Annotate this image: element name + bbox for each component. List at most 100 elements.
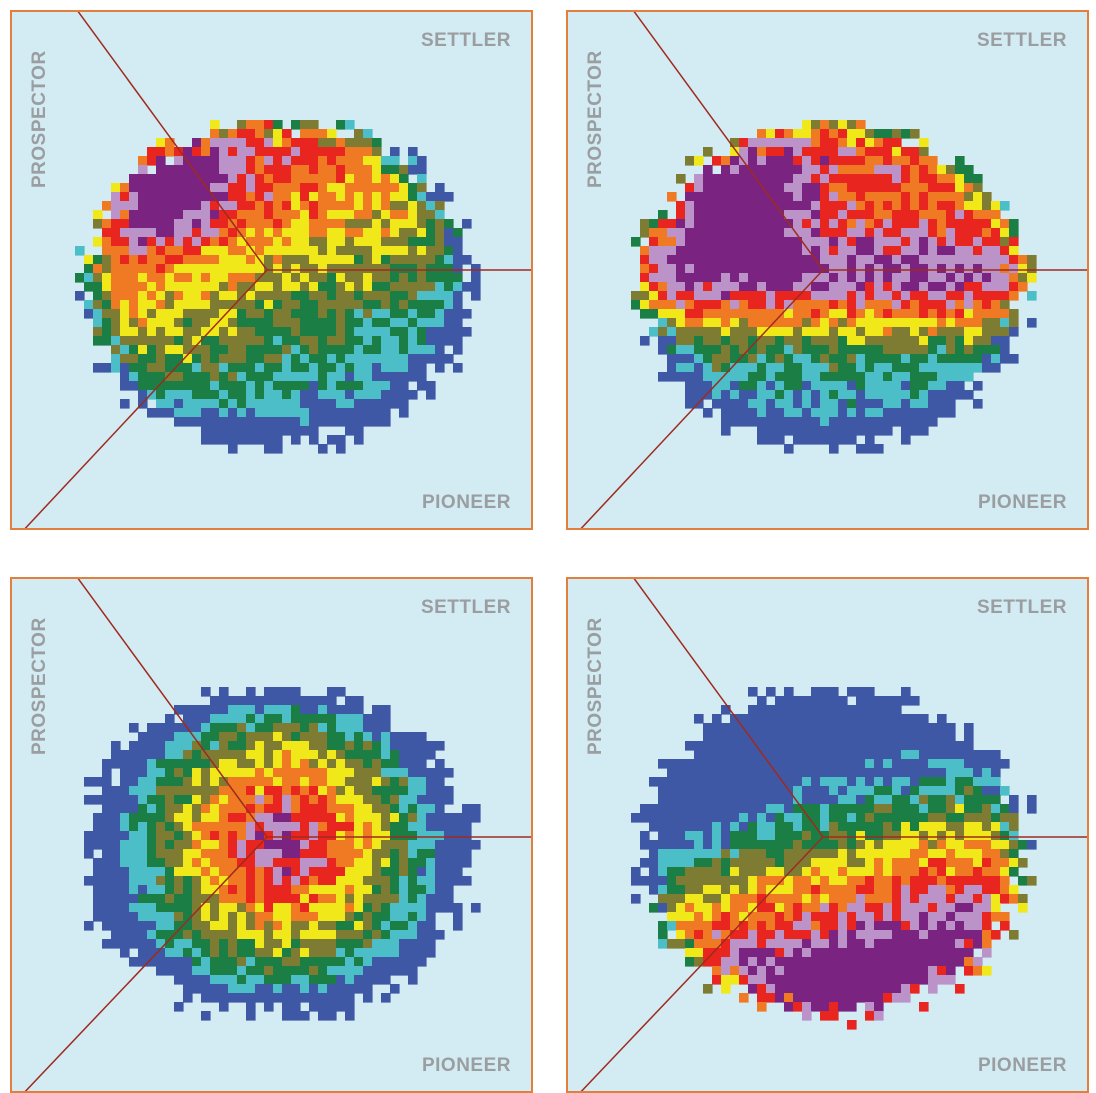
heatmap-cell <box>327 336 337 346</box>
heatmap-cell <box>811 858 821 868</box>
heatmap-cell <box>210 840 220 850</box>
heatmap-cell <box>640 219 650 229</box>
heatmap-cell <box>784 201 794 211</box>
heatmap-cell <box>183 768 193 778</box>
heatmap-cell <box>345 165 355 175</box>
heatmap-cell <box>847 255 857 265</box>
heatmap-cell <box>811 903 821 913</box>
heatmap-cell <box>93 912 103 922</box>
heatmap-cell <box>631 291 641 301</box>
heatmap-cell <box>273 390 283 400</box>
heatmap-cell <box>946 876 956 886</box>
heatmap-cell <box>955 876 965 886</box>
heatmap-cell <box>228 948 238 958</box>
heatmap-cell <box>739 138 749 148</box>
heatmap-cell <box>381 840 391 850</box>
heatmap-cell <box>793 363 803 373</box>
heatmap-cell <box>201 714 211 724</box>
heatmap-cell <box>426 876 436 886</box>
heatmap-cell <box>901 696 911 706</box>
heatmap-cell <box>237 696 247 706</box>
heatmap-cell <box>183 291 193 301</box>
heatmap-cell <box>757 822 767 832</box>
heatmap-cell <box>757 354 767 364</box>
heatmap-cell <box>273 219 283 229</box>
heatmap-cell <box>694 921 704 931</box>
heatmap-cell <box>327 1011 337 1021</box>
heatmap-cell <box>1018 903 1028 913</box>
heatmap-cell <box>919 957 929 967</box>
heatmap-cell <box>390 912 400 922</box>
heatmap-cell <box>354 903 364 913</box>
heatmap-cell <box>336 930 346 940</box>
heatmap-cell <box>192 165 202 175</box>
heatmap-cell <box>712 237 722 247</box>
heatmap-cell <box>462 327 472 337</box>
heatmap-cell <box>237 228 247 238</box>
heatmap-cell <box>757 291 767 301</box>
heatmap-cell <box>856 336 866 346</box>
heatmap-cell <box>390 345 400 355</box>
heatmap-cell <box>802 822 812 832</box>
heatmap-cell <box>820 849 830 859</box>
heatmap-cell <box>174 903 184 913</box>
heatmap-cell <box>417 219 427 229</box>
heatmap-cell <box>237 417 247 427</box>
heatmap-cell <box>685 885 695 895</box>
heatmap-cell <box>399 381 409 391</box>
heatmap-cell <box>703 903 713 913</box>
heatmap-cell <box>730 228 740 238</box>
heatmap-cell <box>147 795 157 805</box>
heatmap-cell <box>246 750 256 760</box>
heatmap-cell <box>219 867 229 877</box>
heatmap-cell <box>883 714 893 724</box>
heatmap-cell <box>937 273 947 283</box>
heatmap-cell <box>883 273 893 283</box>
heatmap-cell <box>453 282 463 292</box>
heatmap-cell <box>210 939 220 949</box>
heatmap-cell <box>811 264 821 274</box>
heatmap-cell <box>919 939 929 949</box>
heatmap-cell <box>928 750 938 760</box>
heatmap-cell <box>1000 894 1010 904</box>
heatmap-cell <box>381 264 391 274</box>
heatmap-cell <box>93 876 103 886</box>
heatmap-cell <box>309 714 319 724</box>
heatmap-cell <box>901 147 911 157</box>
heatmap-cell <box>775 858 785 868</box>
heatmap-cell <box>865 174 875 184</box>
heatmap-cell <box>694 210 704 220</box>
heatmap-cell <box>165 291 175 301</box>
heatmap-cell <box>892 948 902 958</box>
heatmap-cell <box>192 417 202 427</box>
heatmap-cell <box>255 192 265 202</box>
heatmap-cell <box>291 282 301 292</box>
heatmap-cell <box>991 867 1001 877</box>
heatmap-cell <box>712 363 722 373</box>
heatmap-cell <box>730 939 740 949</box>
heatmap-cell <box>685 210 695 220</box>
heatmap-cell <box>811 759 821 769</box>
heatmap-cell <box>775 966 785 976</box>
heatmap-cell <box>955 309 965 319</box>
heatmap-cell <box>237 723 247 733</box>
heatmap-cell <box>820 732 830 742</box>
heatmap-cell <box>318 957 328 967</box>
heatmap-cell <box>847 867 857 877</box>
heatmap-cell <box>703 390 713 400</box>
heatmap-cell <box>336 777 346 787</box>
heatmap-cell <box>811 129 821 139</box>
heatmap-cell <box>838 345 848 355</box>
heatmap-cell <box>1027 804 1037 814</box>
heatmap-cell <box>282 417 292 427</box>
heatmap-cell <box>192 921 202 931</box>
heatmap-cell <box>784 1002 794 1012</box>
heatmap-cell <box>408 327 418 337</box>
heatmap-cell <box>309 840 319 850</box>
heatmap-cell <box>210 408 220 418</box>
heatmap-cell <box>748 372 758 382</box>
heatmap-cell <box>955 921 965 931</box>
heatmap-cell <box>183 255 193 265</box>
heatmap-cell <box>910 255 920 265</box>
heatmap-cell <box>991 345 1001 355</box>
